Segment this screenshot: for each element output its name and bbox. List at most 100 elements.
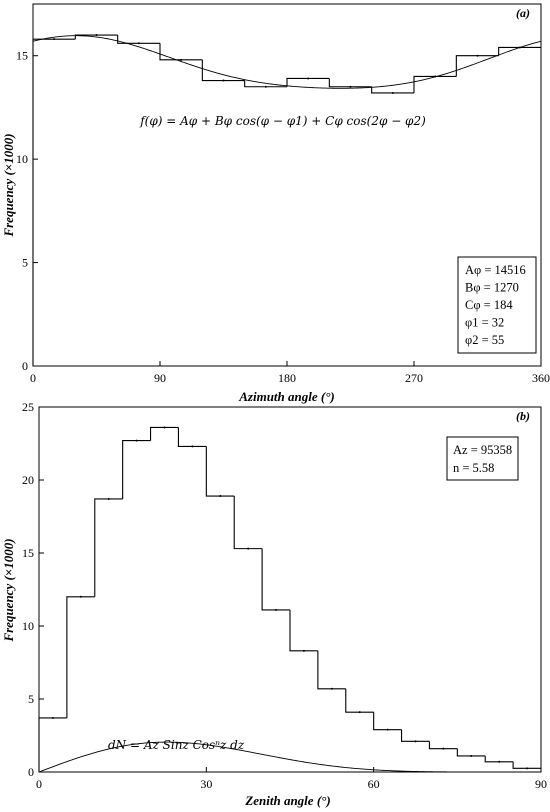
b-fit-line (38, 741, 541, 773)
a-y-tick-label: 10 (16, 152, 28, 166)
b-bin-point (330, 687, 333, 690)
b-x-tick-label: 0 (36, 777, 42, 791)
b-x-tick-label: 90 (535, 777, 547, 791)
a-param: φ2 = 55 (465, 333, 504, 347)
b-bin-point (191, 445, 194, 448)
b-y-tick-label: 10 (22, 619, 34, 633)
b-histogram-bin (512, 761, 541, 769)
b-bin-point (51, 716, 54, 719)
a-x-tick-label: 0 (30, 371, 36, 385)
b-histogram-bin (373, 712, 402, 731)
b-bin-point (163, 426, 166, 429)
zenith-y-ticks: 0 5 10 15 20 25 (22, 400, 44, 779)
b-bin-point (135, 439, 138, 442)
a-bin-point (264, 85, 267, 88)
azimuth-chart: 0 90 180 270 360 0 5 10 15 (a) f(φ) = Aφ + Bφ c… (1, 3, 550, 404)
azimuth-formula: f(φ) = Aφ + Bφ cos(φ − φ1) + Cφ cos(2φ −… (139, 114, 426, 128)
b-bin-point (247, 547, 250, 550)
a-histogram-bin (371, 86, 414, 94)
b-histogram-bin (261, 548, 290, 611)
b-bin-point (358, 711, 361, 714)
azimuth-panel-label: (a) (516, 6, 530, 20)
b-param: n = 5.58 (453, 461, 494, 475)
b-bin-point (275, 608, 278, 611)
a-histogram-bin (455, 55, 499, 77)
a-bin-point (95, 34, 98, 37)
b-histogram-bin (345, 688, 374, 713)
b-bin-point (302, 649, 305, 652)
a-x-tick-label: 180 (278, 371, 296, 385)
a-param: Bφ = 1270 (465, 281, 519, 295)
b-histogram-bin (401, 729, 430, 742)
a-histogram-bin (244, 80, 287, 88)
zenith-params: Az = 95358 n = 5.58 (453, 443, 512, 475)
b-y-tick-label: 5 (28, 692, 34, 706)
zenith-x-ticks: 0 30 60 90 (36, 767, 547, 791)
zenith-formula: dN = Az Sinz Cosⁿz dz (108, 738, 245, 752)
a-histogram-bin (159, 43, 203, 61)
b-bin-point (219, 495, 222, 498)
b-histogram-bin (150, 426, 179, 441)
a-bin-point (476, 54, 479, 57)
b-y-tick-label: 0 (28, 765, 34, 779)
b-x-tick-label: 30 (200, 777, 212, 791)
zenith-params-box (446, 436, 519, 481)
a-histogram-bin (498, 46, 541, 56)
a-x-tick-label: 90 (154, 371, 166, 385)
a-histogram-bin (328, 78, 372, 88)
b-histogram-bin (428, 741, 458, 750)
azimuth-fit-curve (32, 35, 542, 89)
b-bin-point (470, 754, 473, 757)
zenith-fit-curve (38, 741, 541, 773)
b-bin-point (107, 497, 110, 500)
a-param: Aφ = 14516 (465, 263, 526, 277)
azimuth-x-ticks: 0 90 180 270 360 (30, 361, 550, 385)
a-bin-point (53, 38, 56, 41)
a-bin-point (391, 91, 394, 94)
b-histogram-bin (66, 596, 95, 718)
a-fit-line (32, 35, 542, 89)
a-histogram-bin (201, 59, 245, 82)
a-bin-point (180, 58, 183, 61)
a-bin-point (137, 42, 140, 45)
b-histogram-bin (38, 717, 67, 772)
azimuth-x-label: Azimuth angle (°) (238, 389, 335, 404)
b-bin-point (526, 767, 529, 770)
b-y-tick-label: 25 (22, 400, 34, 414)
zenith-chart: 0 30 60 90 0 5 10 15 20 25 (b) Az = 95358 n = 5.5… (1, 400, 547, 808)
b-histogram-bin (94, 498, 123, 597)
zenith-y-label: Frequency (×1000) (1, 538, 16, 642)
azimuth-y-ticks: 0 5 10 15 (16, 49, 38, 373)
a-histogram-bin (117, 35, 160, 44)
b-histogram-bin (205, 446, 235, 497)
b-histogram-bin (289, 609, 318, 652)
b-y-tick-label: 20 (22, 473, 34, 487)
azimuth-y-label: Frequency (×1000) (1, 133, 16, 237)
zenith-histogram (38, 426, 541, 772)
zenith-plot-frame (38, 406, 542, 773)
a-histogram-bin (286, 77, 330, 87)
b-param: Az = 95358 (453, 443, 512, 457)
b-histogram-bin (317, 650, 346, 690)
a-bin-point (349, 85, 352, 88)
a-y-tick-label: 0 (22, 359, 28, 373)
a-histogram-bin (74, 34, 118, 40)
zenith-x-label: Zenith angle (°) (244, 793, 330, 808)
b-histogram-bin (484, 755, 514, 763)
a-param: φ1 = 32 (465, 316, 504, 330)
a-x-tick-label: 270 (405, 371, 423, 385)
b-bin-point (414, 740, 417, 743)
b-bin-point (79, 595, 82, 598)
b-bin-point (442, 747, 445, 750)
azimuth-params-box (457, 256, 537, 354)
a-histogram-bin (413, 75, 457, 93)
a-y-tick-label: 15 (16, 49, 28, 63)
zenith-panel-label: (b) (516, 409, 530, 423)
a-histogram-bin (32, 38, 76, 366)
a-bin-point (307, 77, 310, 80)
b-y-tick-label: 15 (22, 546, 34, 560)
b-x-tick-label: 60 (368, 777, 380, 791)
azimuth-histogram (32, 34, 541, 366)
a-bin-point (222, 79, 225, 82)
